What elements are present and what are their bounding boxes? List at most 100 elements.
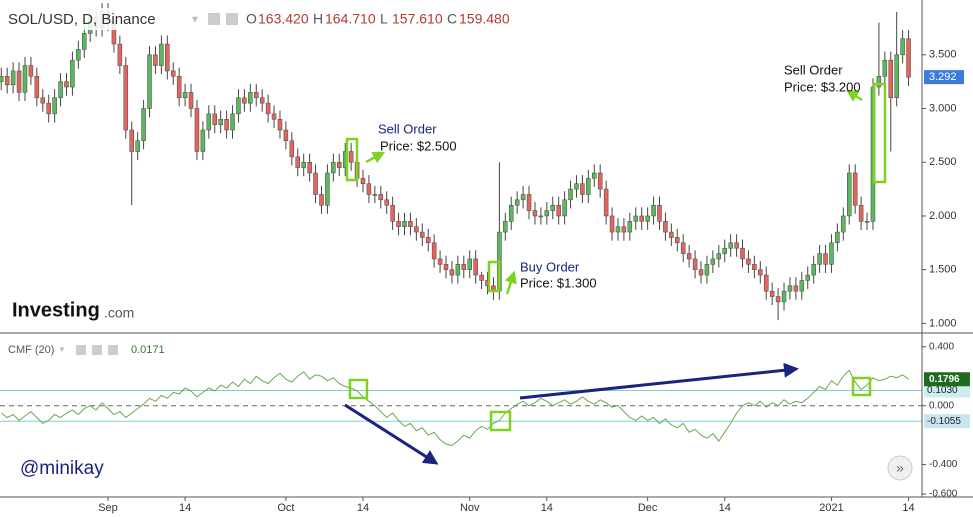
candle-body: [841, 215, 846, 233]
candle-body: [230, 113, 235, 131]
candle-body: [455, 264, 461, 276]
candle-body: [218, 119, 223, 125]
candle-body: [58, 81, 63, 99]
signal-arrow: [504, 270, 517, 295]
y-tick-label: 0.400: [929, 341, 954, 352]
candle-body: [188, 92, 194, 109]
candle-body: [758, 269, 763, 276]
candle-body: [153, 54, 158, 66]
settings-icon[interactable]: [76, 345, 86, 355]
trend-arrow: [519, 362, 799, 400]
annotation-title: Buy Order: [520, 259, 580, 274]
candle-body: [319, 194, 324, 206]
candle-body: [170, 70, 176, 77]
candle-body: [479, 274, 484, 281]
candle-body: [360, 178, 366, 184]
y-tick-label: 2.000: [929, 210, 957, 222]
y-tick-label: 1.500: [929, 264, 957, 276]
ohlc-value: 159.480: [459, 11, 510, 27]
annotation-title: Sell Order: [378, 121, 437, 136]
candle-body: [621, 226, 627, 233]
candle-body: [28, 65, 34, 77]
candle-body: [817, 253, 822, 265]
candle-body: [443, 264, 449, 270]
signal-box: [851, 376, 872, 397]
candle-body: [313, 172, 318, 195]
level-label: -0.1055: [927, 416, 961, 427]
settings-icon[interactable]: [208, 13, 220, 25]
watermark-suffix: .com: [104, 305, 134, 321]
dropdown-icon[interactable]: ▼: [58, 345, 66, 354]
candle-body: [408, 221, 413, 227]
candle-body: [544, 210, 550, 217]
ohlc-value: 157.610: [392, 11, 443, 27]
candle-body: [633, 215, 639, 222]
candle-body: [710, 258, 716, 265]
settings-icon[interactable]: [108, 345, 118, 355]
dropdown-icon[interactable]: ▼: [190, 15, 200, 26]
candle-body: [692, 258, 698, 270]
scroll-button[interactable]: [887, 455, 913, 481]
ohlc-label: O: [246, 11, 257, 27]
signal-arrow: [365, 151, 386, 164]
candle-body: [900, 38, 905, 56]
candle-body: [348, 151, 354, 163]
y-tick-label: -0.600: [929, 489, 958, 500]
candle-body: [271, 113, 277, 120]
candle-body: [301, 161, 306, 168]
y-tick-label: 0.000: [929, 400, 954, 411]
candle-body: [182, 92, 188, 99]
scroll-button-icon[interactable]: »: [896, 460, 904, 476]
candle-body: [876, 76, 882, 88]
annotation-title: Sell Order: [784, 62, 843, 77]
ohlc-value: 163.420: [258, 11, 309, 27]
cmf-current-label: 0.1796: [929, 374, 960, 385]
candle-body: [372, 194, 378, 196]
candle-body: [586, 178, 591, 195]
ohlc-label: L: [380, 11, 388, 27]
candle-body: [425, 237, 431, 244]
candle-body: [645, 215, 650, 222]
settings-icon[interactable]: [226, 13, 238, 25]
candle-body: [823, 253, 828, 265]
candle-body: [781, 290, 787, 303]
candle-body: [461, 264, 467, 270]
indicator-name: CMF (20): [8, 344, 54, 356]
candle-body: [467, 258, 472, 270]
candle-body: [728, 242, 733, 249]
x-tick-label: Dec: [638, 502, 658, 514]
y-tick-label: 3.500: [929, 49, 957, 61]
candle-body: [366, 183, 372, 195]
x-tick-label: Oct: [277, 502, 294, 514]
candle-body: [746, 258, 751, 265]
cmf-current-box: [924, 372, 970, 387]
ohlc-label: H: [313, 11, 323, 27]
indicator-value: 0.0171: [131, 344, 165, 356]
candle-body: [716, 253, 722, 260]
candle-body: [852, 172, 858, 206]
candle-body: [669, 231, 674, 238]
x-tick-label: 2021: [819, 502, 843, 514]
watermark: Investing: [12, 299, 100, 321]
candle-body: [704, 264, 710, 276]
current-price-box: [924, 70, 964, 85]
candle-body: [34, 76, 40, 99]
candle-body: [10, 70, 16, 86]
signal-box: [348, 378, 369, 400]
ohlc-value: 164.710: [325, 11, 376, 27]
candle-body: [592, 172, 597, 179]
level-box: [924, 383, 970, 398]
current-price-label: 3.292: [929, 71, 957, 83]
candle-body: [473, 258, 478, 276]
candle-body: [437, 258, 443, 265]
header-bg: [0, 8, 400, 30]
x-tick-label: Nov: [460, 502, 480, 514]
y-tick-label: -0.400: [929, 459, 958, 470]
settings-icon[interactable]: [92, 345, 102, 355]
candle-body: [236, 97, 241, 115]
candle-body: [740, 247, 745, 260]
candle-body: [4, 76, 10, 86]
candle-body: [40, 97, 46, 104]
candle-body: [805, 274, 810, 281]
